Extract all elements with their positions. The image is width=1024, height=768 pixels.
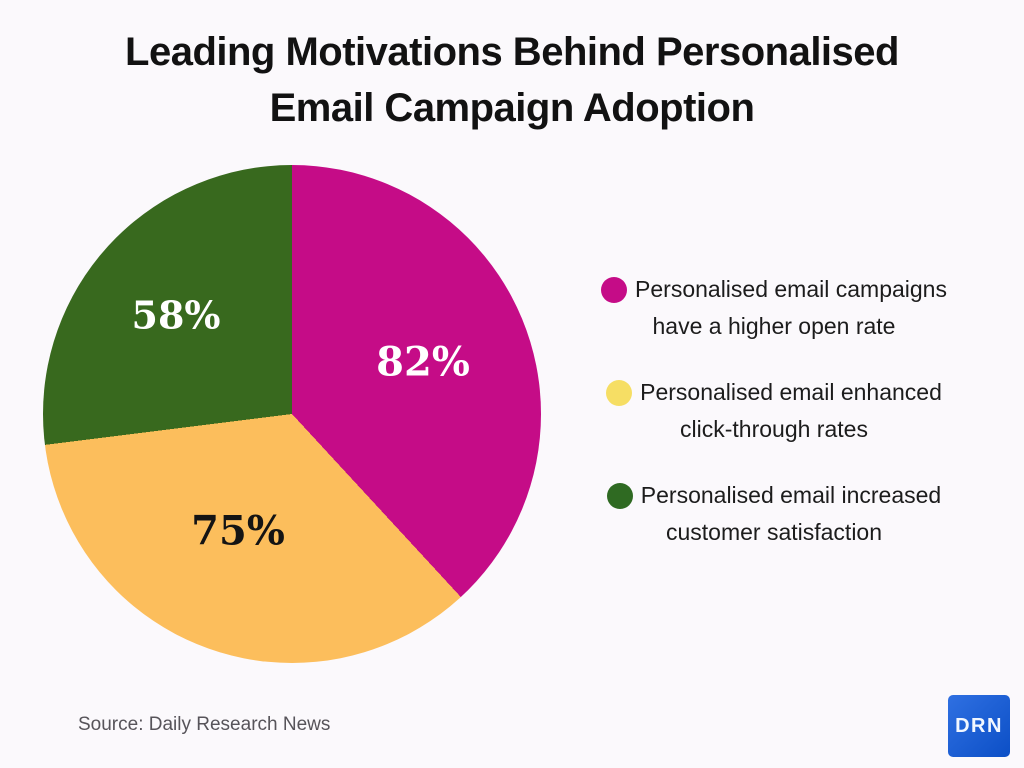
legend-line: Personalised email campaigns xyxy=(548,271,1000,308)
slice-value-open-rate: 82% xyxy=(376,338,470,386)
legend-swatch-green-icon xyxy=(606,483,633,509)
legend-label: click-through rates xyxy=(680,416,868,442)
legend: Personalised email campaigns have a high… xyxy=(548,271,1000,580)
legend-swatch-yellow-icon xyxy=(606,380,633,406)
legend-label: have a higher open rate xyxy=(652,313,896,339)
legend-line: Personalised email increased xyxy=(548,477,1000,514)
drn-logo-text: DRN xyxy=(955,714,1003,737)
legend-label: Personalised email enhanced xyxy=(640,379,942,405)
slice-value-satisfaction: 58% xyxy=(131,292,221,338)
legend-label: Personalised email increased xyxy=(640,482,942,508)
legend-item-satisfaction: Personalised email increased customer sa… xyxy=(548,477,1000,551)
pie-chart: 82% 75% 58% xyxy=(43,165,541,663)
page-title: Leading Motivations Behind Personalised … xyxy=(0,24,1024,136)
legend-line: Personalised email enhanced xyxy=(548,374,1000,411)
drn-logo: DRN xyxy=(948,695,1010,757)
source-caption: Source: Daily Research News xyxy=(78,714,331,735)
page-title-line-1: Leading Motivations Behind Personalised xyxy=(125,30,899,74)
legend-item-click-through: Personalised email enhanced click-throug… xyxy=(548,374,1000,448)
legend-swatch-magenta-icon xyxy=(601,277,628,303)
legend-label: Personalised email campaigns xyxy=(635,276,947,302)
page-title-line-2: Email Campaign Adoption xyxy=(269,86,755,130)
legend-label: customer satisfaction xyxy=(665,519,883,545)
slice-value-click-through: 75% xyxy=(191,507,285,555)
legend-item-open-rate: Personalised email campaigns have a high… xyxy=(548,271,1000,345)
